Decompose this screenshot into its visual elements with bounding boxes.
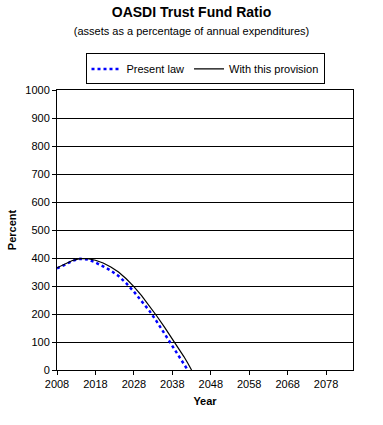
svg-text:600: 600	[31, 196, 49, 208]
svg-text:200: 200	[31, 308, 49, 320]
svg-text:Percent: Percent	[6, 209, 18, 250]
svg-text:Present law: Present law	[127, 63, 185, 75]
svg-text:900: 900	[31, 112, 49, 124]
svg-text:Year: Year	[193, 395, 217, 407]
svg-text:100: 100	[31, 336, 49, 348]
svg-text:800: 800	[31, 140, 49, 152]
svg-text:2028: 2028	[122, 378, 146, 390]
svg-text:2078: 2078	[314, 378, 338, 390]
svg-text:2008: 2008	[45, 378, 69, 390]
svg-text:2018: 2018	[83, 378, 107, 390]
svg-text:400: 400	[31, 252, 49, 264]
svg-text:1000: 1000	[25, 84, 49, 96]
svg-text:500: 500	[31, 224, 49, 236]
svg-text:2038: 2038	[160, 378, 184, 390]
svg-text:With this provision: With this provision	[229, 63, 318, 75]
svg-text:2048: 2048	[199, 378, 223, 390]
svg-text:OASDI Trust Fund Ratio(assets: OASDI Trust Fund Ratio(assets as a perce…	[74, 4, 309, 37]
svg-text:300: 300	[31, 280, 49, 292]
svg-text:700: 700	[31, 168, 49, 180]
svg-text:0: 0	[44, 364, 50, 376]
svg-text:2058: 2058	[237, 378, 261, 390]
svg-text:2068: 2068	[275, 378, 299, 390]
